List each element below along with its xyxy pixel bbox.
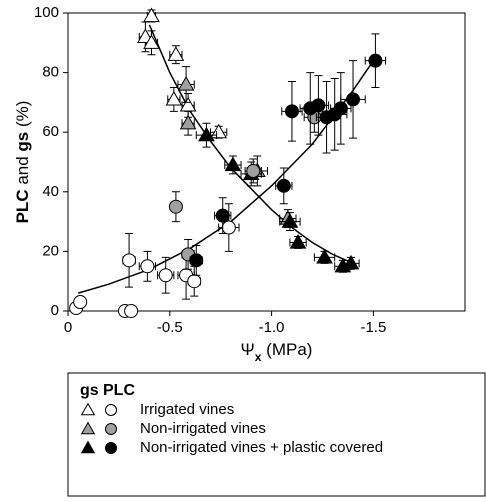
legend-marker	[80, 440, 96, 454]
legend-marker	[105, 404, 117, 416]
point	[179, 96, 197, 112]
point	[124, 304, 139, 318]
legend-marker	[105, 423, 117, 435]
point	[276, 178, 291, 193]
point	[167, 46, 185, 61]
point	[189, 253, 204, 268]
y-axis-label-part: PLC	[13, 189, 32, 223]
point	[346, 92, 361, 107]
x-axis-label-part: (MPa)	[261, 340, 312, 359]
y-tick-label: 0	[51, 302, 59, 319]
plot-frame	[67, 12, 466, 312]
x-tick-label: -1.0	[259, 319, 285, 336]
point	[140, 259, 155, 274]
y-axis-label-part: and	[13, 152, 32, 190]
point	[215, 208, 230, 223]
y-axis-label-part: gs	[13, 132, 32, 152]
point	[333, 101, 348, 116]
point	[210, 123, 227, 139]
point	[143, 7, 160, 23]
legend-header: PLC	[103, 382, 135, 399]
y-axis-label: PLC and gs (%)	[13, 101, 32, 224]
legend-marker	[80, 402, 96, 416]
point	[284, 104, 299, 119]
point	[143, 34, 160, 49]
point	[368, 53, 383, 68]
point	[158, 268, 173, 283]
legend-marker	[80, 421, 96, 435]
x-tick-label: -0.5	[157, 319, 183, 336]
y-tick-label: 80	[42, 64, 59, 81]
point	[221, 220, 236, 235]
legend-label: Non-irrigated vines + plastic covered	[140, 439, 383, 456]
y-tick-label: 100	[34, 4, 59, 21]
point	[224, 156, 242, 172]
x-axis-label: Ψx (MPa)	[241, 340, 313, 364]
y-tick-label: 20	[42, 242, 59, 259]
point	[122, 253, 137, 268]
y-tick-label: 60	[42, 123, 59, 140]
x-tick-label: -1.5	[360, 319, 386, 336]
point	[187, 274, 202, 289]
legend-header: gs	[80, 382, 99, 399]
x-tick-label: 0	[64, 319, 72, 336]
legend-box	[67, 372, 486, 497]
y-axis-label-part: (%)	[13, 101, 32, 132]
point	[168, 199, 183, 214]
point	[179, 114, 197, 130]
y-tick-label: 40	[42, 183, 59, 200]
point	[165, 90, 183, 106]
legend-label: Irrigated vines	[140, 401, 234, 418]
fit-curve	[148, 24, 354, 265]
x-axis-label-part: x	[255, 350, 262, 364]
point	[198, 126, 215, 142]
point	[246, 163, 261, 178]
point	[289, 233, 307, 249]
legend-label: Non-irrigated vines	[140, 420, 266, 437]
point	[316, 248, 333, 264]
point	[177, 76, 195, 91]
point	[281, 213, 299, 228]
legend-marker	[105, 442, 117, 454]
point	[342, 254, 360, 270]
x-axis-label-part: Ψ	[241, 340, 255, 359]
point	[73, 295, 88, 310]
point	[311, 98, 326, 113]
